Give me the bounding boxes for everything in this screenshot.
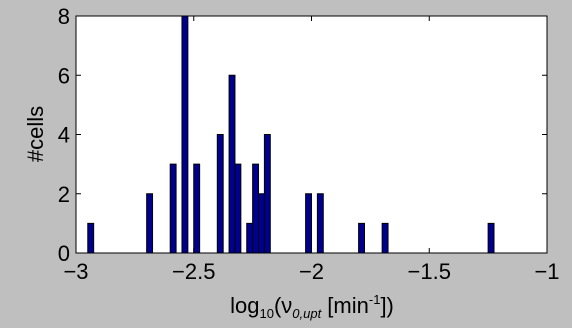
y-axis-label: #cells: [23, 106, 48, 162]
x-tick-label-5: −1: [534, 259, 559, 284]
x-tick-label-3: −2: [299, 259, 324, 284]
x-axis-label: log10(ν0,upt [min-1]): [230, 292, 394, 321]
histogram-bar-4: [181, 15, 189, 254]
histogram-bar-3: [169, 163, 177, 254]
histogram-bar-11: [258, 193, 265, 254]
x-tick-label-4: −1.5: [408, 259, 451, 284]
histogram-bar-5: [193, 163, 201, 254]
histogram-bar-10: [252, 163, 260, 254]
x-label-open: (ν: [274, 293, 292, 318]
histogram-bar-16: [381, 222, 389, 254]
x-tick-label-2: −2.5: [172, 259, 215, 284]
histogram-bar-14: [316, 193, 324, 254]
histogram-bar-13: [305, 193, 312, 254]
histogram-bar-8: [234, 163, 242, 254]
histogram-bar-7: [228, 74, 236, 254]
y-tick-label-1: 0: [58, 241, 70, 266]
histogram-bar-9: [246, 222, 254, 254]
y-tick-label-2: 2: [58, 182, 70, 207]
x-tick-label-1: −3: [63, 259, 88, 284]
histogram-bar-6: [216, 134, 224, 254]
x-label-log: log: [230, 293, 259, 318]
x-label-base-subscript: 10: [259, 306, 273, 321]
histogram-bar-1: [87, 222, 95, 254]
histogram-bar-2: [146, 193, 154, 254]
x-label-unit-exponent: -1: [369, 292, 381, 307]
ticks-group: −3 −2.5 −2 −1.5 −1 0 2 4 6 8: [58, 4, 560, 284]
y-tick-label-3: 4: [58, 123, 70, 148]
x-label-close: ]): [380, 293, 393, 318]
histogram-bar-15: [358, 222, 365, 254]
y-tick-label-4: 6: [58, 63, 70, 88]
x-label-nu-subscript: 0,upt: [292, 306, 322, 321]
y-tick-label-5: 8: [58, 4, 70, 29]
histogram-bar-17: [487, 222, 495, 254]
x-label-unit: [min: [321, 293, 369, 318]
histogram-bar-12: [263, 134, 271, 254]
